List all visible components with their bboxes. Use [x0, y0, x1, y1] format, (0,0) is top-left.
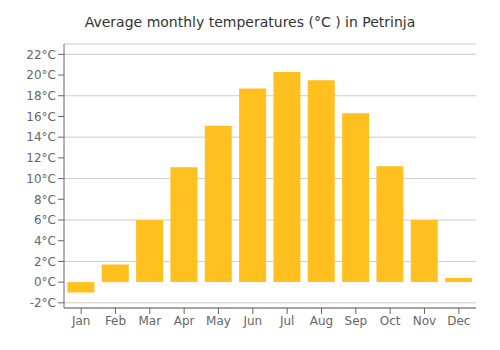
svg-text:22°C: 22°C [26, 48, 56, 62]
html-text:Average monthly temperatures (: Average monthly temperatures (°C ) in Pe… [84, 14, 416, 30]
svg-text:May: May [206, 314, 231, 328]
svg-text:Jan: Jan [71, 314, 91, 328]
svg-text:0°C: 0°C [34, 275, 56, 289]
svg-text:Feb: Feb [105, 314, 126, 328]
svg-text:Jul: Jul [279, 314, 294, 328]
svg-text:Dec: Dec [447, 314, 470, 328]
svg-text:6°C: 6°C [34, 213, 56, 227]
svg-text:18°C: 18°C [26, 89, 56, 103]
svg-text:4°C: 4°C [34, 234, 56, 248]
svg-text:Mar: Mar [139, 314, 162, 328]
svg-text:-2°C: -2°C [30, 296, 56, 310]
svg-text:16°C: 16°C [26, 110, 56, 124]
svg-text:Apr: Apr [174, 314, 195, 328]
svg-text:8°C: 8°C [34, 193, 56, 207]
svg-text:14°C: 14°C [26, 130, 56, 144]
svg-text:10°C: 10°C [26, 172, 56, 186]
svg-text:2°C: 2°C [34, 255, 56, 269]
svg-text:Jun: Jun [242, 314, 262, 328]
svg-text:20°C: 20°C [26, 68, 56, 82]
svg-text:Nov: Nov [413, 314, 436, 328]
svg-text:Oct: Oct [380, 314, 401, 328]
svg-text:Sep: Sep [345, 314, 368, 328]
svg-text:Aug: Aug [310, 314, 333, 328]
svg-text:12°C: 12°C [26, 151, 56, 165]
